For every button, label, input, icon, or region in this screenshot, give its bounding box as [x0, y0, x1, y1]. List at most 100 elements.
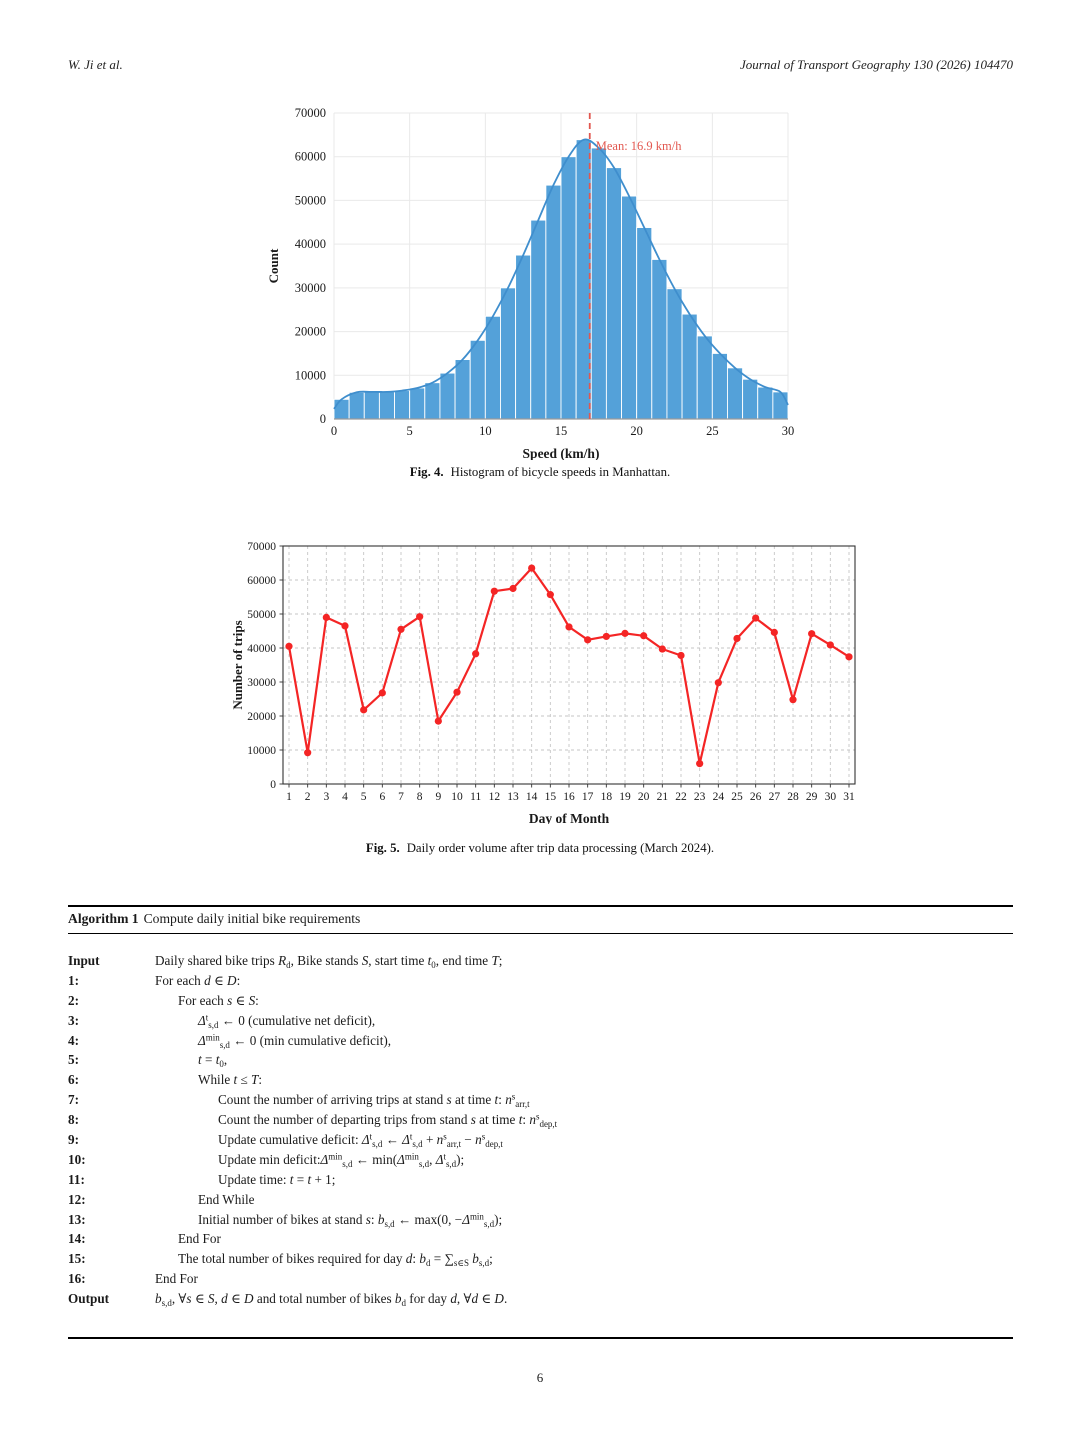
algorithm-title-label: Algorithm 1 [68, 911, 139, 926]
figure-4-caption-text: Histogram of bicycle speeds in Manhattan… [450, 465, 671, 479]
algorithm-line: 13: Initial number of bikes at stand s: b… [68, 1210, 1013, 1230]
svg-text:50000: 50000 [247, 609, 276, 621]
svg-text:0: 0 [320, 412, 326, 426]
algorithm-line-content: Update time: t = t + 1; [218, 1171, 336, 1187]
algorithm-bottom-rule [68, 1337, 1013, 1339]
header-journal: Journal of Transport Geography 130 (2026… [740, 57, 1013, 72]
svg-text:11: 11 [470, 791, 481, 803]
algorithm-line-label: 11: [68, 1171, 85, 1187]
svg-text:Speed (km/h): Speed (km/h) [523, 446, 600, 460]
algorithm-line: 10: Update min deficit:Δmins,d ← min(Δmin… [68, 1150, 1013, 1170]
algorithm-line-content: Count the number of departing trips from… [218, 1111, 558, 1129]
svg-text:30: 30 [782, 424, 795, 438]
svg-text:20: 20 [638, 791, 650, 803]
svg-text:70000: 70000 [295, 106, 326, 120]
algorithm-line-content: Daily shared bike trips Rd, Bike stands … [155, 953, 503, 970]
algorithm-line-content: Count the number of arriving trips at st… [218, 1091, 530, 1110]
algorithm-line-content: The total number of bikes required for d… [178, 1251, 493, 1269]
svg-text:60000: 60000 [295, 150, 326, 164]
svg-text:Number of trips: Number of trips [230, 620, 245, 709]
svg-text:29: 29 [806, 791, 818, 803]
algorithm-line-label: 16: [68, 1271, 86, 1287]
algorithm-line-label: 15: [68, 1251, 86, 1267]
algorithm-line: 8: Count the number of departing trips fr… [68, 1110, 1013, 1130]
algorithm-line-label: 10: [68, 1151, 86, 1167]
algorithm-line-content: Δts,d ← 0 (cumulative net deficit), [198, 1012, 376, 1030]
daily-order-volume-chart: 1 2 3 4 5 6 7 8 9 10 11 12 13 14 15 16 17 18 19 20 21 22 23 24 2… [230, 541, 856, 824]
figure-4-caption: Fig. 4. Histogram of bicycle speeds in Ma… [0, 465, 1080, 480]
svg-text:15: 15 [545, 791, 557, 803]
svg-text:19: 19 [619, 791, 631, 803]
algorithm-body: Input Daily shared bike trips Rd, Bike st… [68, 951, 1013, 1309]
figure-5-caption-text: Daily order volume after trip data proce… [406, 841, 715, 855]
algorithm-line-label: 3: [68, 1012, 79, 1028]
svg-text:60000: 60000 [247, 575, 276, 587]
algorithm-line-label: 9: [68, 1132, 79, 1148]
algorithm-line: 14: End For [68, 1229, 1013, 1249]
svg-text:3: 3 [323, 791, 329, 803]
algorithm-line: 6: While t ≤ T: [68, 1070, 1013, 1090]
svg-text:13: 13 [507, 791, 519, 803]
svg-text:27: 27 [769, 791, 781, 803]
algorithm-line-content: Update min deficit:Δmins,d ← min(Δmins,d… [218, 1151, 465, 1169]
algorithm-line-label: 2: [68, 992, 79, 1008]
svg-text:17: 17 [582, 791, 594, 803]
page-number: 6 [536, 1370, 544, 1385]
algorithm-line-content: While t ≤ T: [198, 1072, 263, 1088]
svg-text:10: 10 [451, 791, 463, 803]
svg-text:50000: 50000 [295, 193, 326, 207]
svg-text:23: 23 [694, 791, 706, 803]
svg-text:21: 21 [657, 791, 669, 803]
svg-text:30: 30 [825, 791, 837, 803]
svg-text:10000: 10000 [295, 368, 326, 382]
figure-5-caption-label: Fig. 5. [365, 841, 400, 855]
algorithm-line-label: 12: [68, 1191, 86, 1207]
algorithm-line-label: 14: [68, 1231, 86, 1247]
header-authors: W. Ji et al. [68, 57, 123, 72]
svg-text:6: 6 [379, 791, 385, 803]
algorithm-line-label: Output [68, 1291, 110, 1307]
svg-text:28: 28 [787, 791, 799, 803]
algorithm-line: 9: Update cumulative deficit: Δts,d ← Δts… [68, 1130, 1013, 1150]
svg-text:40000: 40000 [247, 643, 276, 655]
svg-text:8: 8 [417, 791, 423, 803]
svg-text:25: 25 [706, 424, 719, 438]
svg-text:0: 0 [270, 779, 276, 791]
algorithm-line-label: Input [68, 953, 100, 968]
svg-text:20000: 20000 [295, 325, 326, 339]
algorithm-line: 3: Δts,d ← 0 (cumulative net deficit), [68, 1011, 1013, 1031]
algorithm-line-content: For each s ∈ S: [178, 992, 259, 1008]
algorithm-line-label: 13: [68, 1211, 86, 1227]
algorithm-line-content: End For [178, 1231, 221, 1247]
figure-5-caption: Fig. 5. Daily order volume after trip dat… [0, 841, 1080, 856]
svg-text:9: 9 [435, 791, 441, 803]
svg-text:0: 0 [331, 424, 337, 438]
svg-text:5: 5 [361, 791, 367, 803]
svg-text:12: 12 [489, 791, 501, 803]
svg-text:10000: 10000 [247, 745, 276, 757]
algorithm-top-rule [68, 905, 1013, 907]
algorithm-line: 16: End For [68, 1269, 1013, 1289]
svg-text:40000: 40000 [295, 237, 326, 251]
algorithm-title: Algorithm 1 Compute daily initial bike re… [68, 911, 1013, 927]
algorithm-line-content: For each d ∈ D: [155, 972, 241, 988]
algorithm-line-label: 8: [68, 1112, 79, 1128]
svg-text:24: 24 [713, 791, 725, 803]
histogram-bicycle-speeds-chart: Mean: 16.9 km/h 0 10000 20000 30000 40000 5000… [266, 106, 795, 460]
algorithm-line-content: bs,d, ∀s ∈ S, d ∈ D and total number of … [155, 1291, 508, 1308]
svg-text:Count: Count [266, 248, 281, 283]
algorithm-line-content: End While [198, 1191, 255, 1207]
svg-text:Day of Month: Day of Month [529, 811, 610, 824]
svg-text:10: 10 [479, 424, 492, 438]
svg-text:1: 1 [286, 791, 292, 803]
algorithm-line: Output bs,d, ∀s ∈ S, d ∈ D and total numb… [68, 1289, 1013, 1309]
algorithm-line-content: Δmins,d ← 0 (min cumulative deficit), [198, 1032, 392, 1050]
svg-text:7: 7 [398, 791, 404, 803]
svg-text:4: 4 [342, 791, 348, 803]
svg-text:16: 16 [563, 791, 575, 803]
svg-text:70000: 70000 [247, 541, 276, 553]
svg-text:18: 18 [601, 791, 613, 803]
algorithm-line: Input Daily shared bike trips Rd, Bike st… [68, 951, 1013, 971]
svg-text:26: 26 [750, 791, 762, 803]
